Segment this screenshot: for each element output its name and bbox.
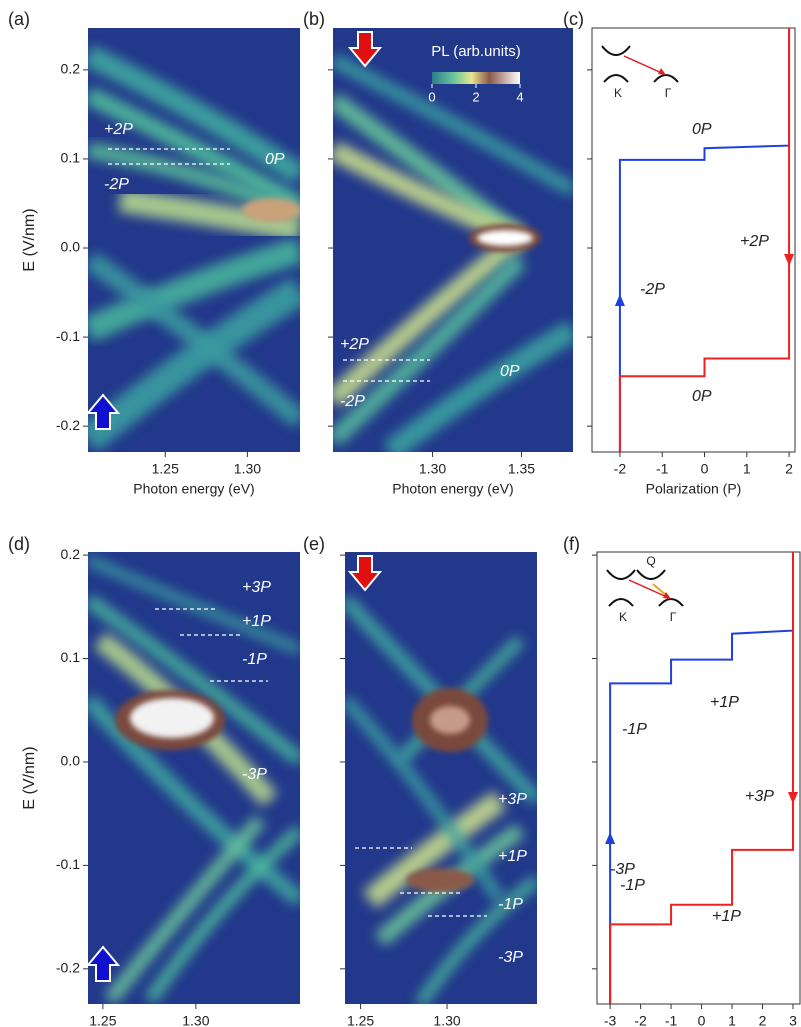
annotation: -1P: [498, 896, 523, 913]
heatmap: [88, 28, 302, 452]
annotation: -1P: [620, 877, 645, 894]
y-tick-label: -0.2: [56, 417, 80, 433]
y-tick-label: -0.1: [56, 328, 80, 344]
annotation: 0P: [692, 388, 712, 405]
annotation: +1P: [498, 848, 527, 865]
annotation: 0P: [500, 363, 520, 380]
annotation: 0P: [265, 151, 285, 168]
x-tick-label: 1: [743, 461, 751, 477]
heatmap-hotspot: [477, 230, 533, 246]
panel-label: (f): [563, 534, 580, 554]
annotation: -3P: [242, 766, 267, 783]
x-axis-label: Photon energy (eV): [133, 481, 254, 497]
panel-label: (d): [8, 534, 30, 554]
x-tick-label: 1.30: [433, 1013, 460, 1027]
plot-frame: [597, 552, 800, 1004]
y-axis-label: E (V/nm): [21, 208, 38, 271]
colorbar-title: PL (arb.units): [431, 43, 520, 60]
annotation: -2P: [640, 281, 665, 298]
x-tick-label: -2: [634, 1013, 647, 1027]
heatmap: [333, 28, 573, 452]
panel-label: (c): [563, 9, 584, 29]
x-tick-label: 0: [701, 461, 709, 477]
heatmap: [345, 552, 537, 1004]
inset-label: Γ: [665, 86, 672, 100]
x-tick-label: 1.30: [419, 461, 446, 477]
annotation: +2P: [740, 233, 769, 250]
annotation: -1P: [242, 651, 267, 668]
annotation: +1P: [710, 694, 739, 711]
heatmap-hotspot: [242, 198, 302, 222]
y-tick-label: 0.0: [61, 239, 81, 255]
heatmap-hotspot: [406, 868, 474, 892]
y-tick-label: 0.0: [61, 753, 81, 769]
y-tick-label: 0.1: [61, 649, 81, 665]
inset-label: K: [614, 86, 622, 100]
y-tick-label: 0.1: [61, 150, 81, 166]
inset-label: Γ: [670, 610, 677, 624]
colorbar-tick-label: 0: [428, 89, 435, 104]
annotation: +2P: [340, 336, 369, 353]
panel-label: (b): [303, 9, 325, 29]
heatmap-hotspot: [130, 698, 214, 738]
y-tick-label: -0.1: [56, 856, 80, 872]
x-axis-label: Polarization (P): [646, 481, 742, 497]
x-tick-label: 2: [785, 461, 793, 477]
x-tick-label: 1.30: [234, 461, 261, 477]
y-tick-label: 0.2: [61, 61, 81, 77]
x-tick-label: -2: [614, 461, 627, 477]
inset-label: K: [619, 610, 627, 624]
x-tick-label: 1.30: [182, 1013, 209, 1027]
colorbar-tick-label: 4: [516, 89, 523, 104]
annotation: -3P: [610, 861, 635, 878]
x-tick-label: -1: [656, 461, 669, 477]
annotation: +3P: [745, 788, 774, 805]
x-tick-label: 1.25: [152, 461, 179, 477]
x-tick-label: 1.25: [89, 1013, 116, 1027]
y-axis-label: E (V/nm): [21, 746, 38, 809]
figure: (a) 1.25 1.30 Photon energy (eV) 0.2 0.1 0.0 -0…: [0, 0, 801, 1027]
panel-label: (a): [8, 9, 30, 29]
annotation: -3P: [498, 949, 523, 966]
x-tick-label: 3: [789, 1013, 797, 1027]
annotation: -2P: [340, 393, 365, 410]
panel-label: (e): [303, 534, 325, 554]
annotation: -1P: [622, 721, 647, 738]
heatmap-hotspot: [430, 706, 470, 734]
y-tick-label: 0.2: [61, 546, 81, 562]
colorbar: [432, 72, 520, 84]
x-tick-label: 1.25: [347, 1013, 374, 1027]
annotation: -2P: [104, 176, 129, 193]
x-tick-label: -3: [604, 1013, 617, 1027]
x-tick-label: 1: [728, 1013, 736, 1027]
x-axis-label: Photon energy (eV): [392, 481, 513, 497]
annotation: +3P: [242, 579, 271, 596]
y-tick-label: -0.2: [56, 960, 80, 976]
colorbar-tick-label: 2: [472, 89, 479, 104]
annotation: +3P: [498, 791, 527, 808]
annotation: 0P: [692, 121, 712, 138]
inset-label: Q: [646, 554, 655, 568]
x-tick-label: 0: [698, 1013, 706, 1027]
annotation: +1P: [242, 613, 271, 630]
x-tick-label: -1: [665, 1013, 678, 1027]
annotation: +2P: [104, 121, 133, 138]
annotation: +1P: [712, 908, 741, 925]
x-tick-label: 1.35: [508, 461, 535, 477]
x-tick-label: 2: [759, 1013, 767, 1027]
